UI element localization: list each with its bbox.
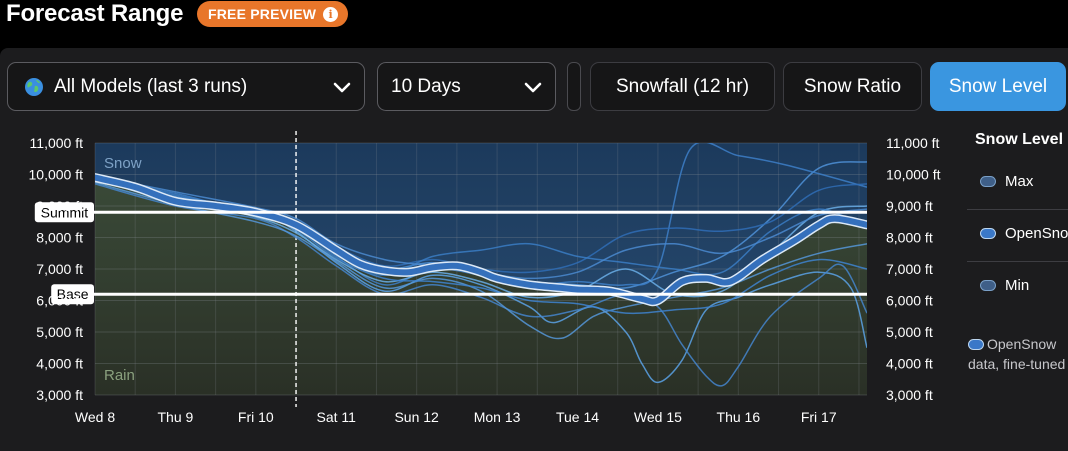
header: Forecast Range FREE PREVIEW i: [0, 0, 1068, 48]
y-tick-label-left: 11,000 ft: [30, 135, 84, 151]
chevron-down-icon: [333, 82, 351, 93]
y-tick-label-right: 9,000 ft: [886, 198, 933, 214]
opensnow-swatch: [968, 339, 984, 350]
legend-note: OpenSnow data, fine-tuned: [968, 334, 1065, 374]
y-tick-label-left: 5,000 ft: [36, 324, 83, 340]
x-tick-label: Wed 15: [634, 409, 682, 425]
x-tick-label: Sun 12: [394, 409, 439, 425]
legend-title: Snow Level: [975, 131, 1064, 148]
legend-item-opensnow[interactable]: OpenSnow: [980, 225, 1068, 242]
free-preview-badge[interactable]: FREE PREVIEW i: [197, 1, 349, 27]
y-tick-label-right: 5,000 ft: [886, 324, 933, 340]
x-tick-label: Fri 17: [801, 409, 837, 425]
y-tick-label-right: 3,000 ft: [886, 387, 933, 403]
y-tick-label-right: 11,000 ft: [886, 135, 940, 151]
x-tick-label: Fri 10: [238, 409, 274, 425]
reference-label-text: Summit: [41, 204, 89, 220]
y-tick-label-left: 10,000 ft: [29, 167, 84, 183]
legend-separator: [967, 261, 1068, 262]
y-tick-label-right: 8,000 ft: [886, 230, 933, 246]
rain-zone-label: Rain: [104, 367, 135, 384]
models-select-value: All Models (last 3 runs): [54, 75, 248, 97]
info-icon[interactable]: i: [323, 6, 339, 22]
legend-swatch-min: [980, 280, 996, 291]
axis-labels: Snow Rain 11,000 ft 11,000 ft 10,000 ft 10,00…: [29, 135, 941, 425]
tab-snow-ratio[interactable]: Snow Ratio: [783, 62, 922, 111]
y-tick-label-left: 8,000 ft: [36, 230, 83, 246]
x-tick-label: Sat 11: [317, 409, 357, 425]
snow-level-chart: Summit Base Snow Rain 11,000 ft 11,000 ft 10,…: [29, 131, 941, 425]
y-tick-label-left: 4,000 ft: [36, 356, 83, 372]
legend-item-min[interactable]: Min: [980, 277, 1029, 294]
legend-swatch-max: [980, 176, 996, 187]
legend-swatch-opensnow: [980, 228, 996, 239]
legend-label: Max: [1005, 173, 1034, 190]
y-tick-label-left: 9,000 ft: [36, 198, 83, 214]
models-select[interactable]: All Models (last 3 runs): [7, 62, 365, 111]
reference-label-box: [51, 284, 94, 305]
chevron-down-icon: [524, 82, 542, 93]
badge-label: FREE PREVIEW: [208, 6, 317, 22]
x-tick-label: Tue 14: [556, 409, 599, 425]
legend-note-line1: OpenSnow: [987, 336, 1057, 352]
reference-lines: Summit Base: [34, 202, 867, 305]
legend: Snow Level Max OpenSnow Min OpenSnow dat…: [960, 125, 1068, 451]
legend-item-max[interactable]: Max: [980, 173, 1033, 190]
y-tick-label-right: 7,000 ft: [886, 261, 933, 277]
days-select[interactable]: 10 Days: [377, 62, 556, 111]
snow-zone-label: Snow: [104, 155, 142, 172]
reference-label-box: [34, 202, 94, 223]
globe-icon: [25, 77, 43, 96]
legend-note-line2: data, fine-tuned: [968, 356, 1066, 372]
y-tick-label-right: 10,000 ft: [886, 167, 941, 183]
tab-snowfall-12hr[interactable]: Snowfall (12 hr): [590, 62, 775, 111]
legend-label: Min: [1005, 277, 1030, 294]
tab-snow-level[interactable]: Snow Level: [930, 62, 1066, 111]
page-title: Forecast Range: [6, 0, 184, 27]
x-tick-label: Thu 16: [717, 409, 761, 425]
reference-label: Summit: [34, 202, 94, 223]
x-tick-label: Mon 13: [474, 409, 521, 425]
legend-label: OpenSnow: [1005, 225, 1068, 242]
legend-separator: [967, 209, 1068, 210]
days-select-value: 10 Days: [391, 75, 461, 97]
y-tick-label-right: 6,000 ft: [886, 293, 933, 309]
reference-label-text: Base: [57, 286, 89, 302]
y-tick-label-left: 6,000 ft: [36, 293, 83, 309]
opensnow-series: [95, 173, 867, 307]
toolbar-divider: [567, 62, 581, 111]
x-tick-label: Thu 9: [158, 409, 194, 425]
opensnow-line: [95, 174, 867, 305]
y-tick-label-left: 3,000 ft: [36, 387, 83, 403]
x-tick-label: Wed 8: [75, 409, 115, 425]
y-tick-label-right: 4,000 ft: [886, 356, 933, 372]
reference-label: Base: [51, 284, 94, 305]
y-tick-label-left: 7,000 ft: [36, 261, 83, 277]
